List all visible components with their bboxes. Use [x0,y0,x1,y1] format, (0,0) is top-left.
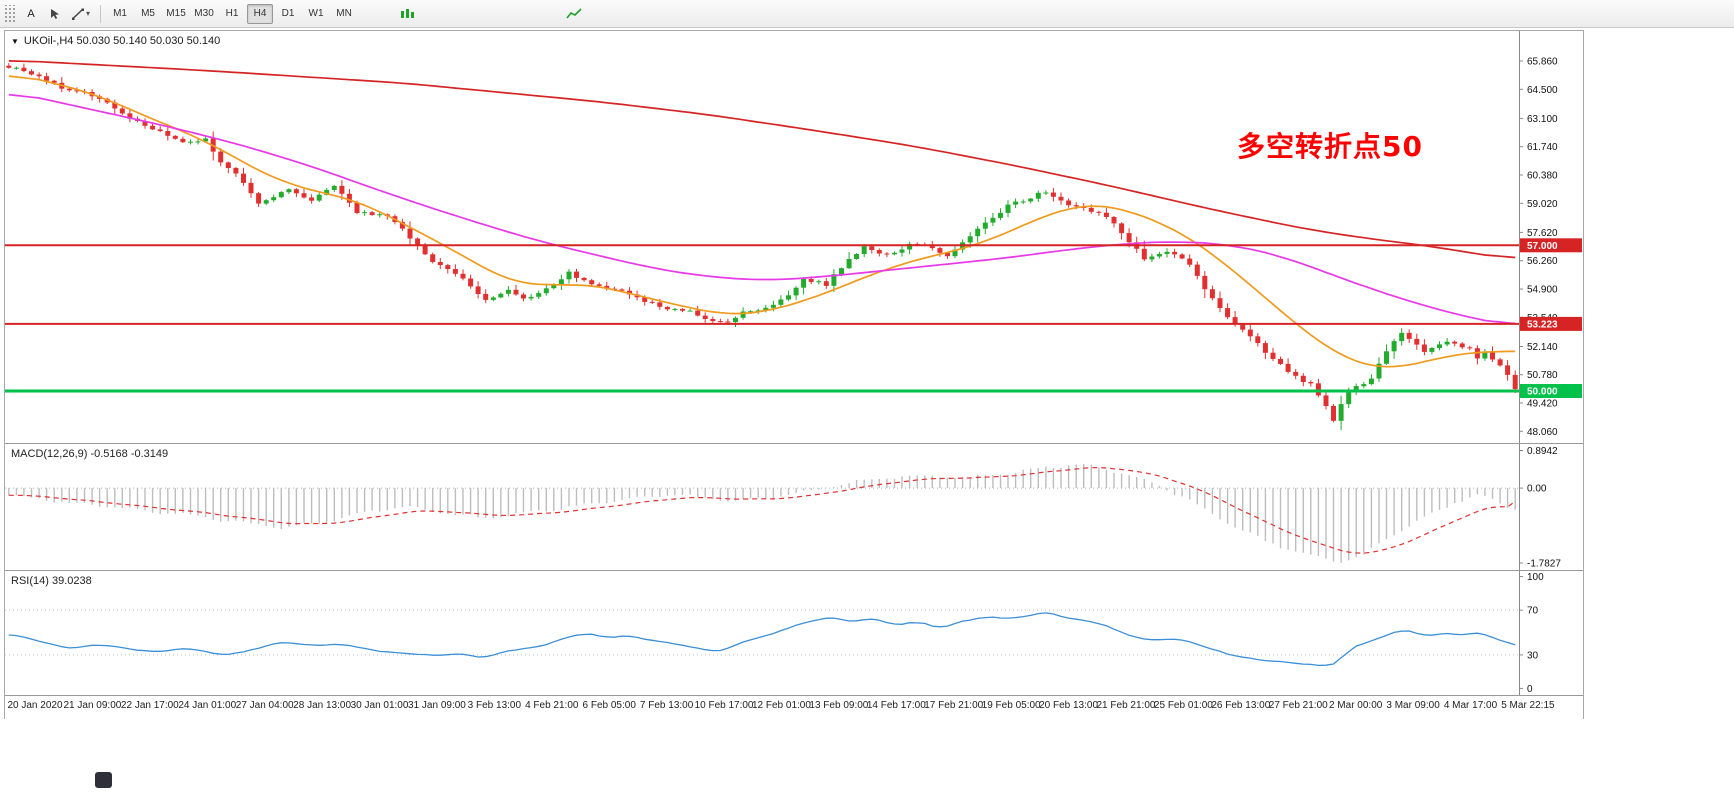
mini-line-chart-icon[interactable] [566,7,582,21]
time-label: 19 Feb 05:00 [981,700,1041,711]
time-label: 30 Jan 01:00 [350,700,409,711]
price-badge-57.000: 57.000 [1520,238,1582,253]
price-axis-label: 50.780 [1527,370,1558,381]
ma-slow-line [8,60,1516,259]
timeframe-button-mn[interactable]: MN [331,4,357,24]
price-axis-label: 65.860 [1527,57,1558,68]
chart-title: ▼ UKOil-,H4 50.030 50.140 50.030 50.140 [11,35,220,47]
rsi-line [8,612,1516,667]
text-tool-button[interactable]: A [20,4,42,24]
time-label: 17 Feb 21:00 [924,700,984,711]
toolbar: A ▾ M1 M5 M15 M30 H1 H4 D1 W1 MN [0,0,1734,28]
time-label: 25 Feb 01:00 [1153,700,1213,711]
macd-axis-label: -1.7827 [1527,559,1561,570]
timeframe-button-w1[interactable]: W1 [303,4,329,24]
price-axis[interactable]: 65.860 64.500 63.100 61.740 60.380 59.020 57.6… [1519,31,1582,444]
cursor-icon [51,8,59,19]
rsi-label: RSI(14) 39.0238 [11,575,92,587]
time-label: 21 Feb 21:00 [1096,700,1156,711]
price-axis-label: 56.260 [1527,256,1558,267]
chart-window: 65.860 64.500 63.100 61.740 60.380 59.020 57.6… [4,30,1584,719]
toolbar-separator [100,4,102,23]
time-label: 27 Feb 21:00 [1268,700,1328,711]
trendline-icon [72,8,84,20]
price-badge-53.223: 53.223 [1520,316,1582,331]
time-label: 14 Feb 17:00 [866,700,926,711]
ma-fast-line [8,75,1516,368]
time-label: 12 Feb 01:00 [751,700,811,711]
time-label: 20 Jan 2020 [7,700,63,711]
time-label: 4 Feb 21:00 [525,700,579,711]
time-label: 6 Feb 05:00 [582,700,636,711]
time-label: 24 Jan 01:00 [178,700,237,711]
rsi-axis[interactable]: 100 70 30 0 [1519,571,1544,695]
timeframe-button-m15[interactable]: M15 [163,4,189,24]
price-axis-label: 52.140 [1527,342,1558,353]
time-label: 21 Jan 09:00 [63,700,122,711]
price-axis-label: 57.620 [1527,228,1558,239]
time-label: 22 Jan 17:00 [120,700,179,711]
macd-histogram [8,464,1516,563]
time-label: 26 Feb 13:00 [1211,700,1271,711]
rsi-axis-label: 0 [1527,684,1533,695]
timeframe-button-m30[interactable]: M30 [191,4,217,24]
toolbar-grip[interactable] [3,4,15,23]
chart-title-text: UKOil-,H4 50.030 50.140 50.030 50.140 [23,35,221,47]
time-label: 27 Jan 04:00 [235,700,294,711]
macd-label: MACD(12,26,9) -0.5168 -0.3149 [11,448,169,460]
mini-candle-chart-icon[interactable] [400,7,416,21]
timeframe-button-m1[interactable]: M1 [107,4,133,24]
svg-text:57.000: 57.000 [1527,241,1558,252]
time-label: 13 Feb 09:00 [809,700,869,711]
price-axis-label: 48.060 [1527,427,1558,438]
candles-layer [6,63,1518,430]
timeframe-button-h1[interactable]: H1 [219,4,245,24]
macd-panel[interactable]: 0.8942 0.00 -1.7827 [5,444,1583,571]
time-label: 5 Mar 22:15 [1501,700,1555,711]
macd-axis-label: 0.8942 [1527,446,1558,457]
time-label: 28 Jan 13:00 [293,700,352,711]
time-label: 10 Feb 17:00 [694,700,754,711]
svg-text:50.000: 50.000 [1527,387,1558,398]
timeframe-button-h4[interactable]: H4 [247,3,274,24]
time-label: 31 Jan 09:00 [408,700,466,711]
time-label: 3 Mar 09:00 [1386,700,1440,711]
chevron-down-icon: ▾ [86,9,91,18]
chart-annotation: 多空转折点50 [1237,130,1423,163]
draw-tools-button[interactable]: ▾ [68,4,94,24]
price-axis-label: 61.740 [1527,142,1558,153]
price-axis-label: 49.420 [1527,399,1558,410]
price-axis-label: 63.100 [1527,114,1558,125]
price-axis-label: 54.900 [1527,285,1558,296]
price-axis-label: 59.020 [1527,199,1558,210]
time-label: 20 Feb 13:00 [1039,700,1099,711]
rsi-axis-label: 30 [1527,650,1539,661]
timeframe-toolbar: M1 M5 M15 M30 H1 H4 D1 W1 MN [106,3,358,24]
timeframe-button-d1[interactable]: D1 [275,4,301,24]
time-label: 3 Feb 13:00 [467,700,522,711]
toolbar-spacer [358,13,400,14]
price-chart[interactable]: 65.860 64.500 63.100 61.740 60.380 59.020 57.6… [5,31,1583,444]
taskbar-icon[interactable] [95,772,112,788]
price-badge-50.000: 50.000 [1520,384,1582,398]
collapse-triangle-icon[interactable]: ▼ [11,36,19,46]
ma-medium-line [8,93,1516,325]
rsi-axis-label: 100 [1527,572,1544,583]
toolbar-spacer [416,13,566,14]
time-label: 2 Mar 00:00 [1328,700,1383,711]
macd-axis-label: 0.00 [1527,484,1547,495]
price-axis-label: 64.500 [1527,85,1558,96]
macd-axis[interactable]: 0.8942 0.00 -1.7827 [1519,444,1561,571]
macd-signal-line [8,466,1516,554]
rsi-axis-label: 70 [1527,606,1539,617]
time-label: 7 Feb 13:00 [639,700,694,711]
rsi-panel[interactable]: 100 70 30 0 [5,571,1583,695]
timeframe-button-m5[interactable]: M5 [135,4,161,24]
cursor-tool-button[interactable] [44,4,66,24]
time-label: 4 Mar 17:00 [1443,700,1498,711]
time-axis[interactable]: 20 Jan 2020 21 Jan 09:00 22 Jan 17:00 24 Ja… [5,695,1583,719]
svg-text:53.223: 53.223 [1527,319,1558,330]
price-axis-label: 60.380 [1527,171,1558,182]
